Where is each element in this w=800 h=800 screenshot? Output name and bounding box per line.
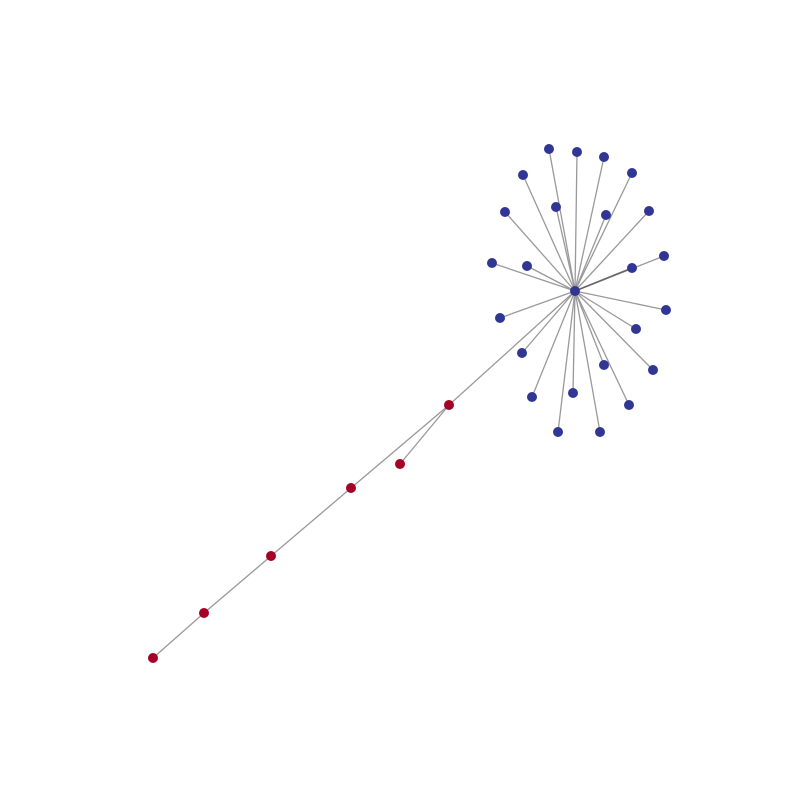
blue-node [527, 392, 537, 402]
graph-edge [574, 267, 633, 292]
blue-node [553, 427, 563, 437]
red-node [199, 608, 209, 618]
blue-node [624, 400, 634, 410]
graph-edge [574, 151, 578, 292]
blue-node [627, 263, 637, 273]
graph-edge [350, 404, 450, 489]
graph-edge [574, 214, 607, 292]
blue-node [551, 202, 561, 212]
blue-node [627, 168, 637, 178]
graph-edge [574, 172, 633, 292]
red-node [444, 400, 454, 410]
blue-node [568, 388, 578, 398]
blue-node [544, 144, 554, 154]
hub-node [570, 286, 580, 296]
blue-node [644, 206, 654, 216]
graph-edge [574, 210, 650, 292]
graph-edge [574, 290, 605, 366]
graph-edge [574, 290, 654, 371]
graph-edge [548, 148, 576, 292]
blue-node [518, 170, 528, 180]
graph-edge [203, 555, 272, 614]
blue-node [495, 313, 505, 323]
graph-edge [491, 262, 576, 292]
blue-node [487, 258, 497, 268]
blue-node [572, 147, 582, 157]
blue-node [659, 251, 669, 261]
graph-edge [555, 206, 576, 292]
edge-layer [152, 148, 667, 659]
graph-edge [531, 290, 576, 398]
graph-edge [574, 290, 637, 330]
node-layer [148, 144, 671, 663]
graph-edge [270, 487, 352, 557]
red-node [148, 653, 158, 663]
graph-edge [557, 290, 576, 433]
graph-edge [399, 404, 450, 465]
graph-edge [526, 265, 576, 292]
red-node [346, 483, 356, 493]
graph-edge [574, 290, 630, 406]
graph-edge [574, 290, 667, 311]
graph-edge [152, 612, 205, 659]
graph-edge [504, 211, 576, 292]
graph-edge [521, 290, 576, 354]
blue-node [500, 207, 510, 217]
graph-edge [574, 156, 605, 292]
red-node [395, 459, 405, 469]
blue-node [522, 261, 532, 271]
blue-node [648, 365, 658, 375]
graph-edge [522, 174, 576, 292]
graph-edge [574, 290, 601, 433]
graph-edge [448, 290, 576, 406]
graph-edge [572, 290, 576, 394]
blue-node [599, 152, 609, 162]
blue-node [631, 324, 641, 334]
graph-edge [499, 290, 576, 319]
blue-node [517, 348, 527, 358]
blue-node [599, 360, 609, 370]
blue-node [595, 427, 605, 437]
blue-node [601, 210, 611, 220]
red-node [266, 551, 276, 561]
blue-node [661, 305, 671, 315]
